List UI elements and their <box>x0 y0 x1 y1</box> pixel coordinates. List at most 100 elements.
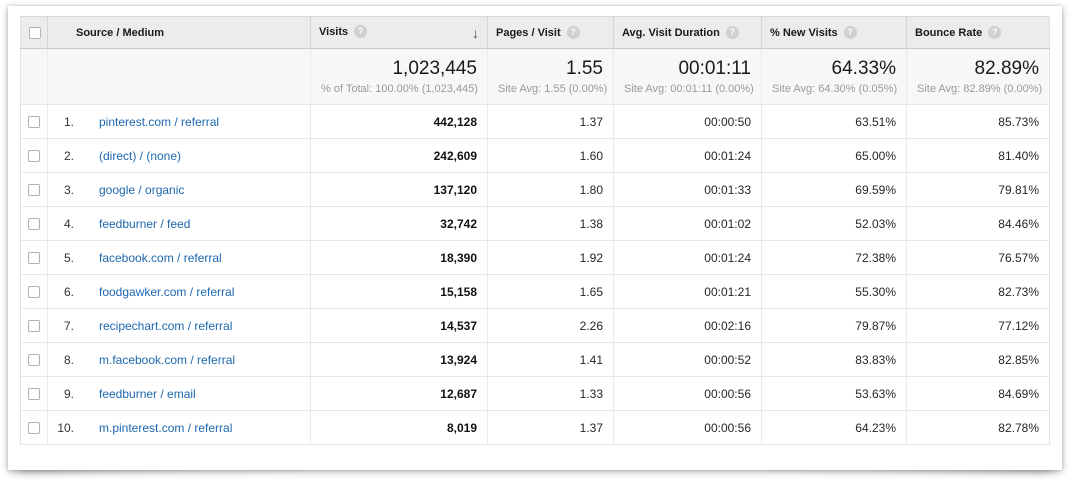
row-rank: 8. <box>63 352 74 367</box>
avg-visit-duration-value: 00:01:21 <box>613 274 762 309</box>
summary-note: Site Avg: 64.30% (0.05%) <box>772 82 898 95</box>
avg-visit-duration-value: 00:01:33 <box>613 172 762 207</box>
source-cell: 4. feedburner / feed <box>47 206 311 241</box>
help-icon[interactable]: ? <box>725 26 739 39</box>
visits-value: 18,390 <box>310 240 488 275</box>
row-check-cell <box>20 274 48 309</box>
column-header-visits[interactable]: Visits? ↓ <box>310 16 488 49</box>
source-medium-link[interactable]: foodgawker.com / referral <box>99 284 235 299</box>
column-header-pct-new-visits[interactable]: % New Visits? <box>761 16 907 49</box>
pct-new-visits-value: 83.83% <box>761 342 907 377</box>
column-header-pages-per-visit[interactable]: Pages / Visit? <box>487 16 614 49</box>
summary-row: 1,023,445 % of Total: 100.00% (1,023,445… <box>20 48 1050 105</box>
row-checkbox[interactable] <box>28 320 40 333</box>
pct-new-visits-value: 69.59% <box>761 172 907 207</box>
row-check-cell <box>20 138 48 173</box>
source-medium-table: Source / Medium Visits? ↓ Pages / Visit?… <box>20 16 1050 445</box>
table-row: 4. feedburner / feed 32,742 1.38 00:01:02… <box>20 206 1050 241</box>
summary-value: 82.89% <box>974 57 1039 79</box>
source-medium-link[interactable]: recipechart.com / referral <box>99 318 233 333</box>
pct-new-visits-value: 52.03% <box>761 206 907 241</box>
source-cell: 6. foodgawker.com / referral <box>47 274 311 309</box>
source-medium-link[interactable]: (direct) / (none) <box>99 148 182 163</box>
source-cell: 5. facebook.com / referral <box>47 240 311 275</box>
visits-value: 12,687 <box>310 376 488 411</box>
visits-value: 13,924 <box>310 342 488 377</box>
row-rank: 5. <box>63 250 74 265</box>
summary-visits: 1,023,445 % of Total: 100.00% (1,023,445… <box>310 48 488 105</box>
source-medium-link[interactable]: m.facebook.com / referral <box>99 352 236 367</box>
pages-per-visit-value: 1.38 <box>487 206 614 241</box>
summary-bounce-rate: 82.89% Site Avg: 82.89% (0.00%) <box>906 48 1050 105</box>
row-checkbox[interactable] <box>28 252 40 265</box>
source-medium-link[interactable]: google / organic <box>99 182 185 197</box>
column-header-bounce-rate[interactable]: Bounce Rate? <box>906 16 1050 49</box>
row-checkbox[interactable] <box>28 218 40 231</box>
row-rank: 1. <box>63 114 74 129</box>
source-medium-link[interactable]: feedburner / email <box>99 386 196 401</box>
pct-new-visits-value: 53.63% <box>761 376 907 411</box>
visits-value: 242,609 <box>310 138 488 173</box>
summary-check-cell <box>20 48 48 105</box>
visits-value: 32,742 <box>310 206 488 241</box>
bounce-rate-value: 82.73% <box>906 274 1050 309</box>
row-check-cell <box>20 240 48 275</box>
sort-descending-icon[interactable]: ↓ <box>472 25 479 41</box>
visits-value: 15,158 <box>310 274 488 309</box>
summary-note: Site Avg: 1.55 (0.00%) <box>498 82 608 95</box>
row-check-cell <box>20 206 48 241</box>
source-medium-link[interactable]: pinterest.com / referral <box>99 114 220 129</box>
row-checkbox[interactable] <box>28 184 40 197</box>
column-label: % New Visits <box>770 27 838 39</box>
row-check-cell <box>20 308 48 343</box>
pages-per-visit-value: 1.92 <box>487 240 614 275</box>
row-checkbox[interactable] <box>28 150 40 163</box>
summary-note: Site Avg: 82.89% (0.00%) <box>917 82 1043 95</box>
summary-source-cell <box>47 48 311 105</box>
summary-value: 00:01:11 <box>678 57 751 79</box>
pages-per-visit-value: 1.33 <box>487 376 614 411</box>
bounce-rate-value: 82.78% <box>906 410 1050 445</box>
help-icon[interactable]: ? <box>354 25 368 38</box>
source-cell: 1. pinterest.com / referral <box>47 104 311 139</box>
row-checkbox[interactable] <box>28 388 40 401</box>
source-medium-link[interactable]: feedburner / feed <box>99 216 191 231</box>
row-rank: 3. <box>63 182 74 197</box>
visits-value: 442,128 <box>310 104 488 139</box>
avg-visit-duration-value: 00:01:24 <box>613 240 762 275</box>
pct-new-visits-value: 72.38% <box>761 240 907 275</box>
table-row: 9. feedburner / email 12,687 1.33 00:00:5… <box>20 376 1050 411</box>
help-icon[interactable]: ? <box>843 26 857 39</box>
row-rank: 10. <box>57 420 74 435</box>
visits-value: 137,120 <box>310 172 488 207</box>
row-checkbox[interactable] <box>28 354 40 367</box>
source-medium-link[interactable]: m.pinterest.com / referral <box>99 420 233 435</box>
avg-visit-duration-value: 00:02:16 <box>613 308 762 343</box>
row-checkbox[interactable] <box>28 116 40 129</box>
column-header-source-medium[interactable]: Source / Medium <box>47 16 311 49</box>
row-checkbox[interactable] <box>28 286 40 299</box>
pct-new-visits-value: 63.51% <box>761 104 907 139</box>
bounce-rate-value: 84.69% <box>906 376 1050 411</box>
help-icon[interactable]: ? <box>988 26 1002 39</box>
table-row: 5. facebook.com / referral 18,390 1.92 00… <box>20 240 1050 275</box>
source-cell: 3. google / organic <box>47 172 311 207</box>
table-header-row: Source / Medium Visits? ↓ Pages / Visit?… <box>20 16 1050 49</box>
help-icon[interactable]: ? <box>566 26 580 39</box>
source-medium-link[interactable]: facebook.com / referral <box>99 250 222 265</box>
table-row: 3. google / organic 137,120 1.80 00:01:33… <box>20 172 1050 207</box>
row-rank: 6. <box>63 284 74 299</box>
row-checkbox[interactable] <box>28 422 40 435</box>
avg-visit-duration-value: 00:00:56 <box>613 410 762 445</box>
pages-per-visit-value: 1.60 <box>487 138 614 173</box>
column-header-avg-visit-duration[interactable]: Avg. Visit Duration? <box>613 16 762 49</box>
summary-note: Site Avg: 00:01:11 (0.00%) <box>624 82 754 95</box>
source-cell: 2. (direct) / (none) <box>47 138 311 173</box>
table-row: 6. foodgawker.com / referral 15,158 1.65 … <box>20 274 1050 309</box>
row-check-cell <box>20 104 48 139</box>
bounce-rate-value: 79.81% <box>906 172 1050 207</box>
bounce-rate-value: 85.73% <box>906 104 1050 139</box>
select-all-checkbox[interactable] <box>29 26 41 39</box>
row-check-cell <box>20 376 48 411</box>
pages-per-visit-value: 1.37 <box>487 104 614 139</box>
